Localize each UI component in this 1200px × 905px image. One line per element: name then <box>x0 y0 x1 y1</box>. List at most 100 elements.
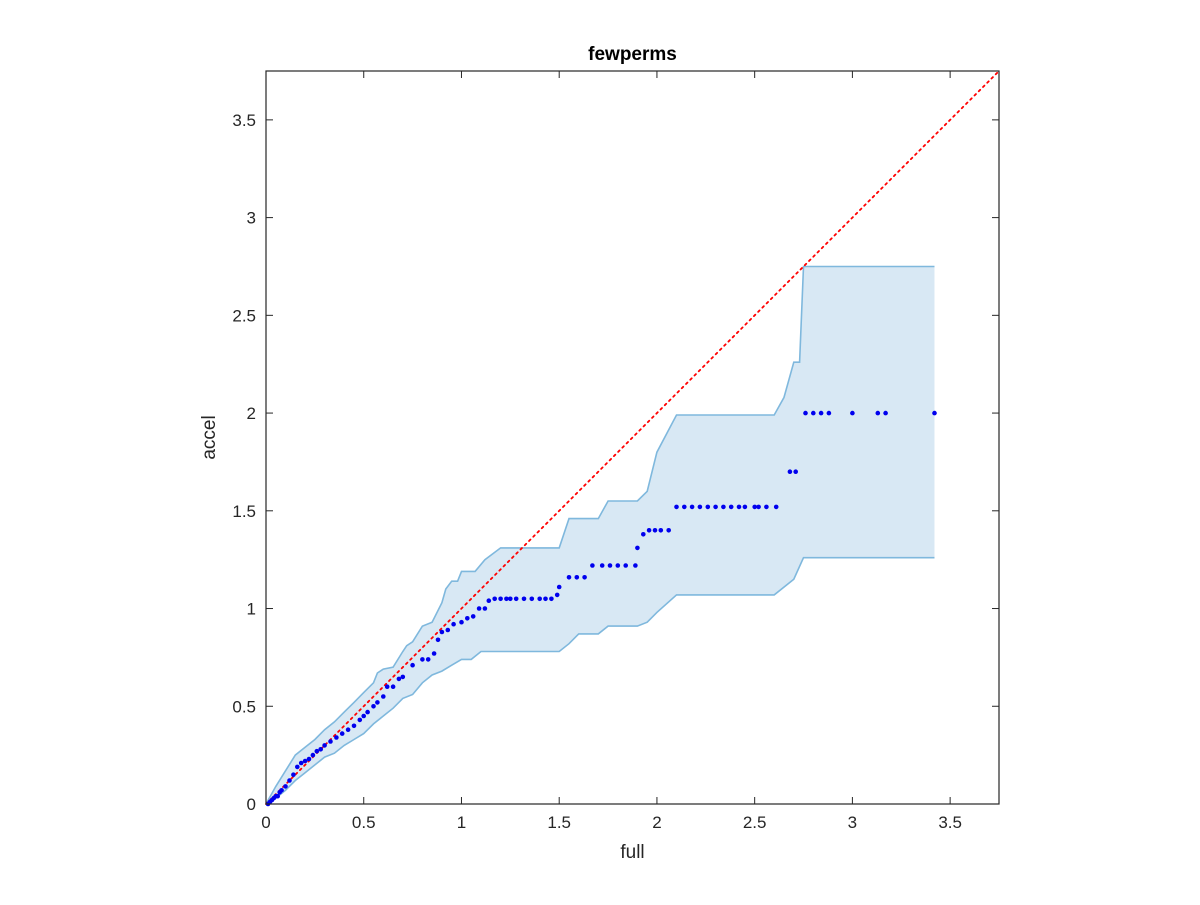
data-point <box>787 469 793 475</box>
data-point <box>752 504 757 510</box>
data-point <box>328 739 333 744</box>
y-tick-label: 1 <box>247 600 256 619</box>
data-point <box>334 735 339 740</box>
data-point <box>674 504 679 510</box>
data-point <box>728 504 734 510</box>
data-point <box>932 410 937 416</box>
data-point <box>635 545 640 551</box>
data-point <box>756 504 761 510</box>
band-lower-edge <box>265 556 935 805</box>
y-tick-label: 2 <box>247 404 256 423</box>
data-point <box>351 723 357 729</box>
data-point <box>646 528 652 533</box>
data-point <box>574 575 580 580</box>
data-point <box>381 694 386 699</box>
data-point <box>361 713 367 719</box>
data-point <box>818 410 824 416</box>
data-point <box>439 629 445 635</box>
data-point <box>875 410 881 416</box>
data-point <box>504 596 509 602</box>
data-point <box>492 596 498 602</box>
x-tick-label: 0.5 <box>352 813 376 832</box>
data-point <box>689 504 695 510</box>
data-point <box>513 596 519 602</box>
data-point <box>310 752 316 758</box>
data-point <box>357 717 363 723</box>
ticks-layer: 0 0.5 1 1.5 2 2.5 3 3.5 0 0.5 1 1.5 2 2.5 3 3.5 <box>232 71 999 832</box>
data-point <box>445 627 451 633</box>
data-point <box>318 747 324 752</box>
x-axis-label: full <box>620 842 644 863</box>
data-point <box>554 592 560 598</box>
data-point <box>582 575 587 580</box>
data-point <box>521 596 527 602</box>
data-point <box>291 772 296 777</box>
data-point <box>666 528 671 533</box>
x-tick-label: 3 <box>848 813 857 832</box>
data-point <box>384 684 390 689</box>
y-axis-label: accel <box>199 415 220 459</box>
band-area <box>266 266 935 804</box>
data-point <box>713 504 718 510</box>
data-point <box>322 743 327 748</box>
data-point <box>803 410 808 416</box>
data-point <box>287 778 292 783</box>
data-point <box>773 504 779 510</box>
confidence-band-layer <box>265 265 935 805</box>
data-point <box>295 764 300 770</box>
reference-line <box>265 70 1000 805</box>
data-point <box>498 596 503 602</box>
data-point <box>508 596 513 602</box>
data-point <box>283 784 288 789</box>
data-point <box>599 563 605 568</box>
data-point <box>652 528 658 533</box>
data-point <box>465 616 470 621</box>
data-point <box>682 504 687 510</box>
data-point <box>375 700 380 705</box>
data-point <box>298 760 304 766</box>
x-tick-label: 1.5 <box>547 813 571 832</box>
data-point <box>400 674 406 680</box>
x-tick-label: 3.5 <box>938 813 962 832</box>
plot-frame <box>265 70 1000 805</box>
data-point <box>396 676 402 682</box>
data-point <box>529 596 535 602</box>
data-point <box>697 504 703 510</box>
data-point <box>410 662 415 668</box>
data-point <box>470 614 476 619</box>
data-point <box>556 584 562 590</box>
data-point <box>826 410 832 416</box>
data-point <box>850 410 855 416</box>
data-point <box>549 596 554 602</box>
data-point <box>425 657 431 662</box>
data-point <box>371 704 376 709</box>
x-tick-label: 2 <box>652 813 661 832</box>
data-point <box>486 598 492 603</box>
data-point <box>641 532 646 537</box>
chart-title: fewperms <box>588 44 677 65</box>
data-point <box>302 758 308 764</box>
data-point <box>451 621 456 627</box>
data-point <box>623 563 628 568</box>
band-upper-edge <box>265 265 935 805</box>
data-point <box>705 504 711 510</box>
data-point <box>615 563 621 568</box>
data-point <box>476 606 482 611</box>
y-tick-label: 1.5 <box>232 502 256 521</box>
data-point <box>607 563 613 568</box>
y-tick-label: 2.5 <box>232 306 256 325</box>
data-point <box>482 606 488 611</box>
data-point <box>658 528 664 533</box>
data-point <box>275 793 281 799</box>
data-point <box>420 657 425 662</box>
data-point <box>431 651 437 656</box>
data-point <box>306 756 312 762</box>
data-point <box>736 504 742 510</box>
data-point <box>633 563 638 568</box>
data-point <box>764 504 769 510</box>
data-point <box>793 469 798 475</box>
data-point <box>883 410 888 416</box>
